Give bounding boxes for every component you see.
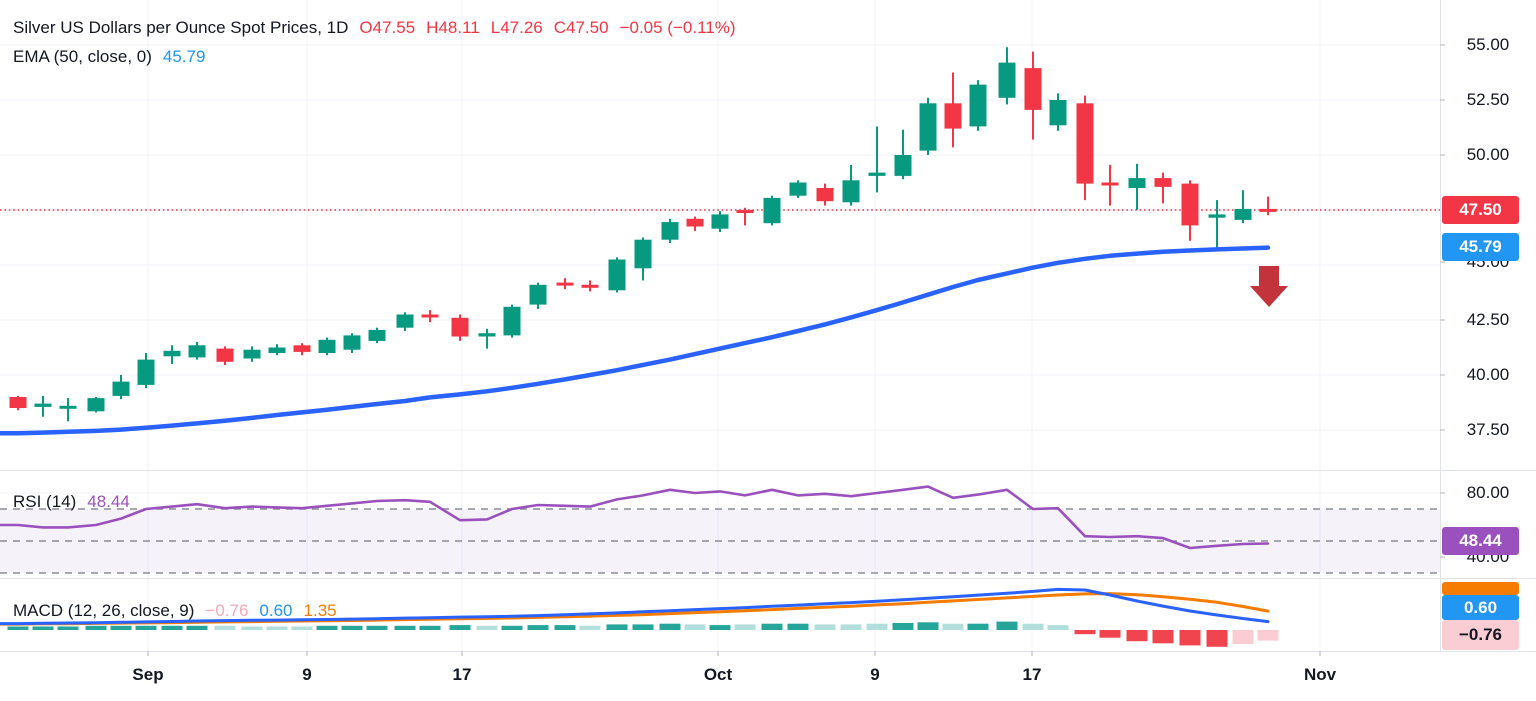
time-axis-label: 9 xyxy=(870,665,880,684)
last-price-badge: 47.50 xyxy=(1442,196,1519,224)
macd-signal-badge-clipped xyxy=(1442,582,1519,595)
ema-legend-value: 45.79 xyxy=(162,47,206,66)
rsi-value-badge: 48.44 xyxy=(1442,527,1519,555)
time-axis-label: 17 xyxy=(1022,665,1042,684)
rsi-legend-label: RSI (14) xyxy=(13,492,77,511)
macd-value-badge: 0.60 xyxy=(1442,595,1519,620)
ema-legend[interactable]: EMA (50, close, 0) 45.79 xyxy=(13,47,205,67)
price-axis-label: 80.00 xyxy=(1466,483,1510,502)
price-axis-label: 37.50 xyxy=(1466,420,1510,439)
time-axis-label: 9 xyxy=(302,665,312,684)
macd-legend-label: MACD (12, 26, close, 9) xyxy=(13,601,195,620)
symbol-legend[interactable]: Silver US Dollars per Ounce Spot Prices,… xyxy=(13,18,736,38)
rsi-legend-value: 48.44 xyxy=(87,492,130,511)
macd-legend-macd-value: 0.60 xyxy=(259,601,293,620)
down-arrow-annotation xyxy=(1250,266,1288,307)
time-axis-label: Sep xyxy=(132,665,164,684)
price-axis-label: 42.50 xyxy=(1466,310,1510,329)
time-axis-label: Oct xyxy=(703,665,733,684)
price-axis-label: 40.00 xyxy=(1466,365,1510,384)
macd-legend[interactable]: MACD (12, 26, close, 9) −0.76 0.60 1.35 xyxy=(13,601,337,621)
ohlc-change: −0.05 (−0.11%) xyxy=(619,18,736,37)
ema-value-badge: 45.79 xyxy=(1442,233,1519,261)
ema-legend-label: EMA (50, close, 0) xyxy=(13,47,152,66)
time-axis-label: 17 xyxy=(452,665,472,684)
macd-legend-signal-value: 1.35 xyxy=(303,601,337,620)
price-axis-label: 52.50 xyxy=(1466,90,1510,109)
ohlc-open: O47.55 xyxy=(359,18,416,37)
ohlc-close: C47.50 xyxy=(553,18,609,37)
ohlc-low: L47.26 xyxy=(490,18,543,37)
symbol-title: Silver US Dollars per Ounce Spot Prices,… xyxy=(13,18,349,37)
macd-legend-hist-value: −0.76 xyxy=(205,601,249,620)
time-axis-label: Nov xyxy=(1303,665,1337,684)
ohlc-high: H48.11 xyxy=(426,18,480,37)
price-axis-label: 50.00 xyxy=(1466,145,1510,164)
price-axis-label: 55.00 xyxy=(1466,35,1510,54)
macd-hist-badge: −0.76 xyxy=(1442,620,1519,650)
rsi-legend[interactable]: RSI (14) 48.44 xyxy=(13,492,130,512)
